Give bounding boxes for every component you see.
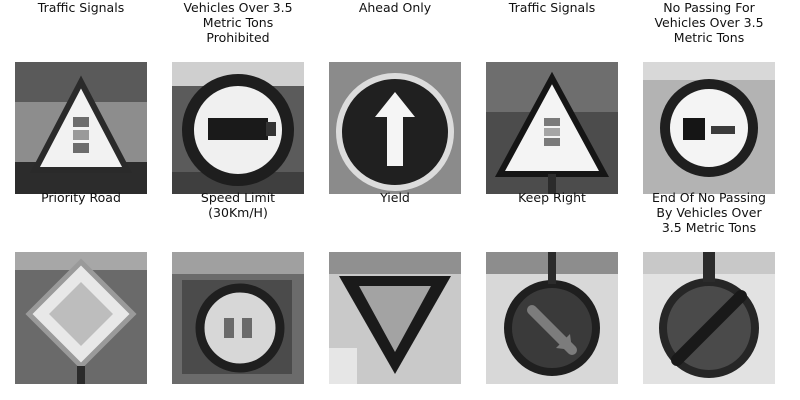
sign-cell: Vehicles Over 3.5 Metric Tons Prohibited [148, 0, 328, 200]
yield-sign-icon [329, 252, 461, 384]
sign-cell: Traffic Signals [0, 0, 171, 200]
sign-cell: Keep Right [462, 190, 642, 390]
sign-label: Traffic Signals [508, 0, 596, 15]
sign-image [172, 62, 304, 194]
sign-cell: No Passing For Vehicles Over 3.5 Metric … [619, 0, 799, 200]
sign-label: Traffic Signals [37, 0, 125, 15]
speed-limit-30-sign-icon [172, 252, 304, 384]
sign-cell: Yield [305, 190, 485, 390]
traffic-signals-sign-icon [486, 62, 618, 194]
traffic-signals-sign-icon [15, 62, 147, 194]
sign-cell: Traffic Signals [462, 0, 642, 200]
no-passing-trucks-sign-icon [643, 62, 775, 194]
end-no-passing-trucks-sign-icon [643, 252, 775, 384]
sign-image [643, 62, 775, 194]
sign-label: End Of No Passing By Vehicles Over 3.5 M… [652, 190, 766, 235]
sign-label: Priority Road [41, 190, 121, 205]
sign-image [172, 252, 304, 384]
sign-cell: End Of No Passing By Vehicles Over 3.5 M… [619, 190, 799, 390]
sign-label: Speed Limit (30Km/H) [200, 190, 276, 220]
sign-image [486, 62, 618, 194]
no-trucks-sign-icon [172, 62, 304, 194]
sign-label: Vehicles Over 3.5 Metric Tons Prohibited [183, 0, 293, 45]
sign-image [329, 252, 461, 384]
sign-image [329, 62, 461, 194]
sign-cell: Ahead Only [305, 0, 485, 200]
sign-image [15, 62, 147, 194]
priority-road-sign-icon [15, 252, 147, 384]
sign-image [15, 252, 147, 384]
ahead-only-sign-icon [329, 62, 461, 194]
keep-right-sign-icon [486, 252, 618, 384]
sign-label: Yield [380, 190, 410, 205]
sign-label: Keep Right [518, 190, 586, 205]
sign-image [643, 252, 775, 384]
sign-label: No Passing For Vehicles Over 3.5 Metric … [654, 0, 764, 45]
sign-cell: Priority Road [0, 190, 171, 390]
sign-cell: Speed Limit (30Km/H) [148, 190, 328, 390]
sign-label: Ahead Only [358, 0, 432, 15]
sign-image [486, 252, 618, 384]
